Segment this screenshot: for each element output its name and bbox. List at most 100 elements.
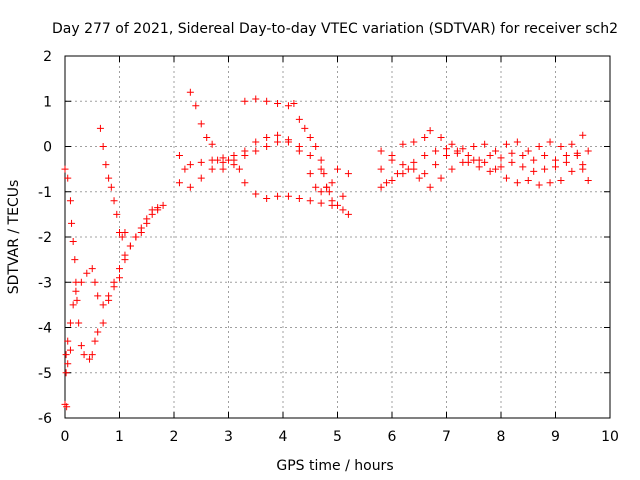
data-point <box>432 161 440 169</box>
x-tick-label: 1 <box>115 429 124 445</box>
data-point <box>116 274 123 282</box>
data-point <box>328 179 336 187</box>
y-tick-label: -4 <box>38 321 52 337</box>
data-point <box>453 149 461 157</box>
data-point <box>399 140 407 148</box>
data-point <box>263 133 271 141</box>
data-point <box>579 161 587 169</box>
data-point <box>508 149 516 157</box>
data-point <box>175 152 183 160</box>
data-point <box>404 165 412 173</box>
x-tick-label: 7 <box>442 429 451 445</box>
data-point <box>317 165 325 173</box>
data-point <box>284 102 292 110</box>
data-point <box>263 195 271 203</box>
data-point <box>388 176 396 184</box>
data-point <box>470 143 478 150</box>
data-point <box>312 183 320 191</box>
data-point <box>535 181 543 189</box>
data-point <box>274 100 282 108</box>
data-point <box>208 165 216 173</box>
data-point <box>137 224 145 232</box>
data-point <box>214 156 222 164</box>
data-point <box>399 170 407 178</box>
data-point <box>410 138 418 146</box>
data-point <box>295 147 303 155</box>
data-point <box>99 319 107 327</box>
data-point <box>530 156 538 164</box>
data-point <box>63 403 71 411</box>
data-point <box>290 100 298 108</box>
data-point <box>91 278 99 286</box>
data-point <box>541 152 549 160</box>
data-point <box>154 204 162 212</box>
data-point <box>470 156 478 164</box>
data-point <box>306 133 314 141</box>
data-point <box>148 206 156 214</box>
data-point <box>502 140 510 148</box>
data-point <box>263 143 271 150</box>
data-point <box>102 161 110 169</box>
data-point <box>159 201 167 209</box>
data-point <box>546 138 554 146</box>
data-point <box>295 195 303 203</box>
data-point <box>186 88 194 96</box>
data-point <box>541 165 549 173</box>
data-point <box>69 301 77 309</box>
x-tick-label: 2 <box>170 429 179 445</box>
data-point <box>377 165 385 173</box>
y-tick-label: -2 <box>38 230 52 246</box>
data-point <box>573 152 581 160</box>
data-point <box>252 95 260 103</box>
y-tick-label: 1 <box>43 94 52 110</box>
data-point <box>306 152 314 160</box>
data-point <box>443 152 450 160</box>
x-axis-label: GPS time / hours <box>276 458 393 474</box>
data-point <box>508 158 516 166</box>
data-point <box>73 296 81 304</box>
data-point <box>325 188 333 196</box>
data-point <box>88 351 96 359</box>
data-point <box>126 242 134 250</box>
data-point <box>421 152 429 160</box>
data-point <box>552 156 559 164</box>
data-point <box>197 120 205 128</box>
data-point <box>535 143 543 150</box>
data-point <box>203 133 211 141</box>
data-point <box>132 233 140 241</box>
data-point <box>568 167 576 175</box>
data-point <box>284 192 292 200</box>
data-point <box>421 170 429 178</box>
data-point <box>64 174 72 182</box>
x-tick-label: 10 <box>601 429 619 445</box>
data-point <box>421 133 429 141</box>
data-point <box>230 161 238 169</box>
data-point <box>334 165 341 173</box>
data-point <box>116 265 123 273</box>
data-point <box>301 124 309 132</box>
data-point <box>437 174 445 182</box>
data-point <box>519 152 527 160</box>
x-tick-label: 3 <box>224 429 233 445</box>
data-point <box>143 215 151 223</box>
data-point <box>83 269 91 277</box>
data-point <box>110 197 118 205</box>
x-tick-label: 4 <box>279 429 288 445</box>
data-point <box>530 167 538 175</box>
data-point <box>274 192 282 200</box>
data-point <box>443 145 450 153</box>
data-point <box>186 183 194 191</box>
y-tick-label: 0 <box>43 140 52 156</box>
data-point <box>230 152 238 160</box>
data-point <box>481 140 489 148</box>
data-point <box>432 147 440 155</box>
data-point <box>99 301 107 309</box>
data-point <box>399 161 407 169</box>
x-axis-ticks: 0 1 2 3 4 5 6 7 8 9 10 <box>61 56 619 445</box>
data-point <box>77 278 85 286</box>
x-tick-label: 5 <box>333 429 342 445</box>
data-point <box>492 165 500 173</box>
data-point <box>426 183 434 191</box>
data-point <box>225 156 232 164</box>
data-point <box>320 170 328 178</box>
